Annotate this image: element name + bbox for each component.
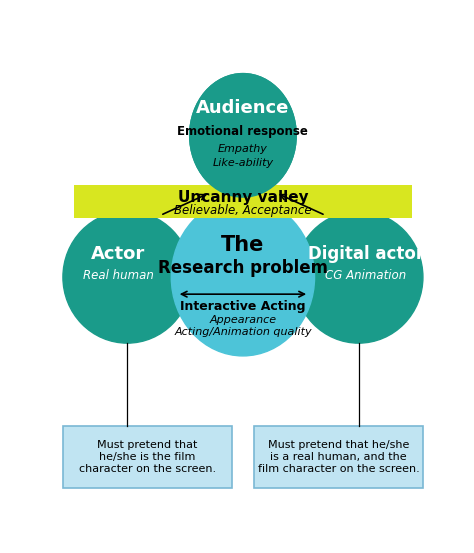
- Text: Emotional response: Emotional response: [177, 124, 309, 138]
- Text: Interactive Acting: Interactive Acting: [180, 300, 306, 312]
- Ellipse shape: [294, 211, 423, 343]
- Text: Like-ability: Like-ability: [212, 158, 273, 168]
- Text: Digital actor: Digital actor: [308, 245, 424, 263]
- Text: Real human: Real human: [82, 269, 154, 281]
- Text: Research problem: Research problem: [158, 259, 328, 276]
- Text: Actor: Actor: [91, 245, 145, 263]
- FancyBboxPatch shape: [74, 185, 412, 218]
- Text: The: The: [221, 235, 264, 255]
- Ellipse shape: [190, 74, 296, 197]
- FancyBboxPatch shape: [254, 426, 423, 488]
- Text: Must pretend that he/she
is a real human, and the
film character on the screen.: Must pretend that he/she is a real human…: [257, 440, 419, 473]
- Text: Audience: Audience: [196, 98, 290, 117]
- Ellipse shape: [190, 74, 296, 197]
- FancyBboxPatch shape: [63, 426, 232, 488]
- Text: Empathy: Empathy: [218, 144, 268, 154]
- Text: Uncanny valley: Uncanny valley: [178, 190, 308, 205]
- Text: Appearance: Appearance: [210, 315, 276, 325]
- Text: Believable, Acceptance: Believable, Acceptance: [174, 204, 312, 217]
- Text: CG Animation: CG Animation: [325, 269, 407, 281]
- Text: Acting/Animation quality: Acting/Animation quality: [174, 327, 312, 337]
- Ellipse shape: [63, 211, 191, 343]
- Text: Must pretend that
he/she is the film
character on the screen.: Must pretend that he/she is the film cha…: [79, 440, 216, 473]
- Ellipse shape: [171, 199, 315, 356]
